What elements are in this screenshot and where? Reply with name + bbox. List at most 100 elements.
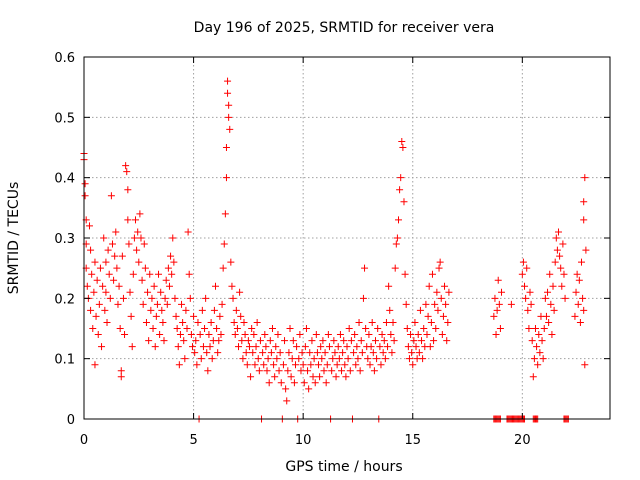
data-point <box>152 312 160 320</box>
data-point <box>324 331 332 339</box>
data-point <box>81 192 89 200</box>
data-point <box>297 367 305 375</box>
data-point <box>405 355 413 363</box>
data-point <box>179 318 187 326</box>
data-point <box>233 325 241 332</box>
data-point <box>198 306 206 314</box>
data-point <box>256 337 264 345</box>
data-point <box>403 325 411 332</box>
data-point <box>107 192 115 200</box>
data-point <box>323 361 331 369</box>
data-point <box>571 312 579 320</box>
data-point <box>399 144 407 151</box>
tick-labels: 0 0.1 0.2 0.3 0.4 0.5 0.6 0 5 10 15 20 <box>54 51 530 448</box>
data-point <box>103 318 111 326</box>
data-point <box>219 264 227 272</box>
data-point <box>305 385 313 393</box>
data-point <box>95 300 103 308</box>
data-point <box>545 318 553 326</box>
data-point <box>364 355 372 363</box>
data-point <box>222 144 230 151</box>
data-point <box>140 240 148 248</box>
data-point <box>122 162 130 170</box>
data-point <box>98 343 106 351</box>
data-point <box>242 349 250 357</box>
data-point <box>373 355 381 363</box>
data-point <box>301 343 309 351</box>
data-point <box>419 355 427 363</box>
data-point <box>308 337 316 345</box>
data-point <box>346 367 354 375</box>
data-point <box>132 216 140 224</box>
data-point <box>350 349 358 357</box>
data-point <box>212 282 219 290</box>
data-point <box>290 379 298 387</box>
data-point <box>580 216 588 224</box>
data-point <box>428 270 436 278</box>
data-point <box>178 300 186 308</box>
data-point <box>519 258 527 266</box>
data-point <box>106 294 114 302</box>
data-point <box>581 361 589 369</box>
data-point <box>404 343 412 351</box>
data-point <box>145 337 153 345</box>
data-point <box>169 234 177 242</box>
data-point <box>332 373 340 381</box>
data-point <box>340 337 348 345</box>
data-point <box>579 294 587 302</box>
data-point <box>259 349 267 357</box>
data-point <box>318 355 326 363</box>
data-point <box>559 240 567 248</box>
data-point <box>173 325 181 332</box>
data-point <box>207 318 215 326</box>
data-point <box>151 343 159 351</box>
data-point <box>353 343 361 351</box>
data-point <box>265 379 273 387</box>
x-axis-label: GPS time / hours <box>285 459 402 475</box>
data-point <box>137 234 145 242</box>
data-point <box>442 300 450 308</box>
data-point <box>580 198 588 206</box>
data-point <box>92 312 100 320</box>
data-point <box>252 343 260 351</box>
data-point <box>243 361 251 369</box>
data-point <box>270 361 278 369</box>
data-point <box>322 379 330 387</box>
data-point <box>293 343 301 351</box>
data-point <box>199 343 207 351</box>
data-point <box>114 300 122 308</box>
data-point <box>268 325 276 332</box>
data-point <box>276 349 284 357</box>
data-point <box>560 270 568 278</box>
data-point <box>351 331 359 339</box>
data-point <box>253 318 261 326</box>
data-point <box>283 397 291 405</box>
data-point <box>379 349 387 357</box>
data-point <box>119 294 127 302</box>
data-point <box>176 331 184 339</box>
data-point <box>396 186 404 194</box>
data-point <box>215 337 223 345</box>
data-point <box>328 367 336 375</box>
data-point <box>572 288 580 296</box>
data-point <box>142 318 150 326</box>
data-point <box>116 325 124 332</box>
data-point <box>535 331 543 339</box>
data-point <box>241 331 249 339</box>
data-point <box>194 318 202 326</box>
data-point <box>397 174 405 182</box>
data-point <box>378 331 386 339</box>
data-point <box>245 343 253 351</box>
data-point <box>123 168 131 176</box>
data-point <box>113 264 121 272</box>
x-tick-label: 10 <box>295 433 312 448</box>
data-point <box>401 270 409 278</box>
data-point <box>420 325 428 332</box>
data-point <box>230 318 238 326</box>
data-point <box>361 264 369 272</box>
data-point <box>491 294 499 302</box>
data-point <box>575 276 583 284</box>
data-point <box>168 270 176 278</box>
data-point <box>527 300 535 308</box>
data-point <box>218 300 226 308</box>
